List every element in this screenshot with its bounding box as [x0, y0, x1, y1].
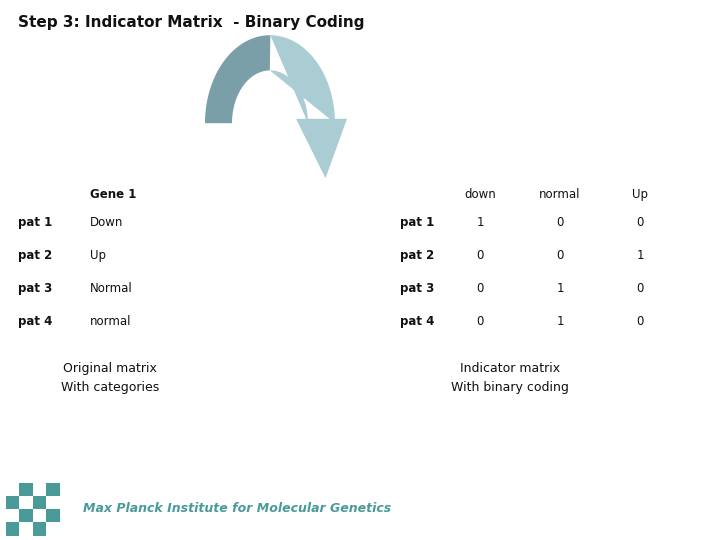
Text: pat 3: pat 3 [400, 282, 434, 295]
Bar [19, 483, 33, 496]
Bar [46, 496, 60, 509]
Text: 0: 0 [557, 249, 564, 262]
Text: pat 4: pat 4 [400, 315, 434, 328]
Text: 0: 0 [636, 215, 644, 229]
Bar [6, 483, 19, 496]
Bar [33, 483, 46, 496]
Bar [19, 523, 33, 536]
Text: Up: Up [90, 249, 106, 262]
Text: 0: 0 [477, 282, 484, 295]
Text: 0: 0 [477, 249, 484, 262]
Text: pat 1: pat 1 [400, 215, 434, 229]
Text: pat 4: pat 4 [18, 315, 53, 328]
Bar [46, 509, 60, 523]
Polygon shape [296, 119, 347, 178]
Text: 1: 1 [636, 249, 644, 262]
Text: pat 2: pat 2 [400, 249, 434, 262]
Bar [19, 509, 33, 523]
Text: normal: normal [539, 188, 581, 201]
Text: Up: Up [632, 188, 648, 201]
Text: 0: 0 [636, 315, 644, 328]
Text: 1: 1 [557, 315, 564, 328]
Text: Normal: Normal [90, 282, 132, 295]
Bar [46, 483, 60, 496]
Bar [33, 523, 46, 536]
Polygon shape [270, 35, 335, 123]
Text: pat 1: pat 1 [18, 215, 53, 229]
Text: Original matrix
With categories: Original matrix With categories [61, 362, 159, 394]
Text: Indicator matrix
With binary coding: Indicator matrix With binary coding [451, 362, 569, 394]
Text: 0: 0 [636, 282, 644, 295]
Bar [33, 496, 46, 509]
Text: Max Planck Institute for Molecular Genetics: Max Planck Institute for Molecular Genet… [83, 502, 391, 515]
Text: down: down [464, 188, 496, 201]
Text: 1: 1 [557, 282, 564, 295]
Text: pat 3: pat 3 [18, 282, 53, 295]
Text: 1: 1 [476, 215, 484, 229]
Text: pat 2: pat 2 [18, 249, 53, 262]
Text: Down: Down [90, 215, 123, 229]
Bar [6, 496, 19, 509]
Bar [6, 523, 19, 536]
Text: Step 3: Indicator Matrix  - Binary Coding: Step 3: Indicator Matrix - Binary Coding [18, 16, 364, 30]
Polygon shape [205, 35, 270, 123]
Bar [46, 523, 60, 536]
Bar [33, 509, 46, 523]
Text: Gene 1: Gene 1 [90, 188, 136, 201]
Bar [6, 509, 19, 523]
Text: normal: normal [90, 315, 132, 328]
Text: 0: 0 [477, 315, 484, 328]
Text: 0: 0 [557, 215, 564, 229]
Bar [19, 496, 33, 509]
